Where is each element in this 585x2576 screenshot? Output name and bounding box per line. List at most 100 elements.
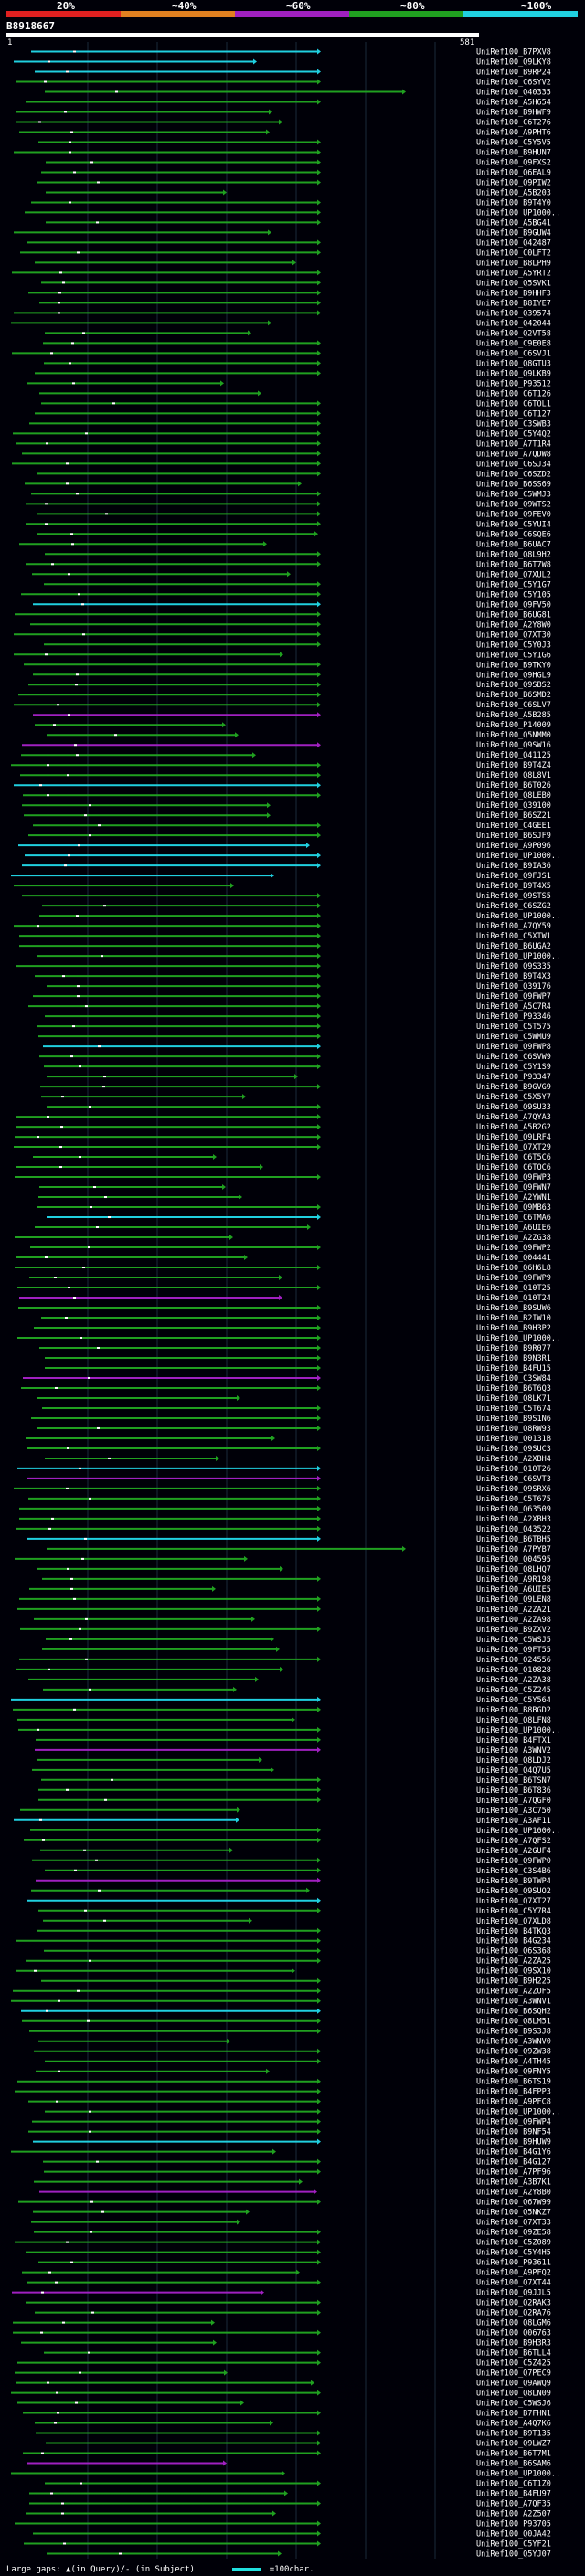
hit-label[interactable]: UniRef100_B9R077 (476, 1344, 551, 1353)
hit-label[interactable]: UniRef100_A5C7R4 (476, 1002, 551, 1012)
hit-label[interactable]: UniRef100_B4FU15 (476, 1364, 551, 1373)
hit-label[interactable]: UniRef100_A2ZA98 (476, 1616, 551, 1625)
hit-label[interactable]: UniRef100_C5WMJ3 (476, 490, 551, 499)
hit-label[interactable]: UniRef100_Q9LKB9 (476, 369, 551, 378)
hit-label[interactable]: UniRef100_C5X5Y7 (476, 1093, 551, 1102)
hit-label[interactable]: UniRef100_B9N3R1 (476, 1354, 551, 1363)
hit-label[interactable]: UniRef100_B6T026 (476, 781, 551, 790)
hit-label[interactable]: UniRef100_Q9FNY5 (476, 2068, 551, 2077)
hit-label[interactable]: UniRef100_C6TOC6 (476, 1163, 551, 1172)
hit-label[interactable]: UniRef100_C6SVW9 (476, 1053, 551, 1062)
hit-label[interactable]: UniRef100_Q8LM51 (476, 2018, 551, 2027)
hit-label[interactable]: UniRef100_P93611 (476, 2259, 551, 2268)
hit-label[interactable]: UniRef100_Q5SVK1 (476, 279, 551, 288)
hit-label[interactable]: UniRef100_Q10T24 (476, 1294, 551, 1303)
hit-label[interactable]: UniRef100_C5Z089 (476, 2239, 551, 2248)
hit-label[interactable]: UniRef100_Q9ZW38 (476, 2048, 551, 2057)
hit-label[interactable]: UniRef100_A2ZA25 (476, 1957, 551, 1966)
hit-label[interactable]: UniRef100_C0LFT2 (476, 249, 551, 258)
hit-label[interactable]: UniRef100_A9PHT6 (476, 128, 551, 137)
hit-label[interactable]: UniRef100_A4Q7K6 (476, 2420, 551, 2429)
hit-label[interactable]: UniRef100_C5WMU9 (476, 1033, 551, 1042)
hit-label[interactable]: UniRef100_B8LPH9 (476, 259, 551, 268)
hit-label[interactable]: UniRef100_B9TWP4 (476, 1877, 551, 1886)
hit-label[interactable]: UniRef100_Q8LFN8 (476, 1716, 551, 1725)
hit-label[interactable]: UniRef100_B9HUN7 (476, 148, 551, 157)
hit-label[interactable]: UniRef100_Q10828 (476, 1666, 551, 1675)
hit-label[interactable]: UniRef100_A9PFC8 (476, 2098, 551, 2107)
hit-label[interactable]: UniRef100_Q9MB63 (476, 1203, 551, 1213)
hit-label[interactable]: UniRef100_Q9PIW2 (476, 178, 551, 187)
hit-label[interactable]: UniRef100_B4FTX1 (476, 1736, 551, 1745)
hit-label[interactable]: UniRef100_B4G234 (476, 1937, 551, 1946)
hit-label[interactable]: UniRef100_A5H654 (476, 98, 551, 107)
hit-label[interactable]: UniRef100_B9S1N6 (476, 1415, 551, 1424)
hit-label[interactable]: UniRef100_C6T276 (476, 118, 551, 127)
hit-label[interactable]: UniRef100_C6T5C6 (476, 1153, 551, 1162)
hit-label[interactable]: UniRef100_Q9SUC3 (476, 1445, 551, 1454)
hit-label[interactable]: UniRef100_Q5YJ07 (476, 2550, 551, 2560)
hit-label[interactable]: UniRef100_B9HHF3 (476, 289, 551, 298)
hit-label[interactable]: UniRef100_Q9JJL5 (476, 2289, 551, 2298)
hit-label[interactable]: UniRef100_Q63509 (476, 1505, 551, 1514)
hit-label[interactable]: UniRef100_C6SQE6 (476, 530, 551, 539)
hit-label[interactable]: UniRef100_A2ZA38 (476, 1676, 551, 1685)
hit-label[interactable]: UniRef100_C5Y564 (476, 1696, 551, 1705)
hit-label[interactable]: UniRef100_Q9STS5 (476, 892, 551, 901)
hit-label[interactable]: UniRef100_A7T1R4 (476, 440, 551, 449)
hit-label[interactable]: UniRef100_Q6S368 (476, 1947, 551, 1956)
hit-label[interactable]: UniRef100_Q04595 (476, 1555, 551, 1564)
hit-label[interactable]: UniRef100_Q8LN09 (476, 2390, 551, 2399)
hit-label[interactable]: UniRef100_Q40335 (476, 88, 551, 97)
hit-label[interactable]: UniRef100_C5Z425 (476, 2359, 551, 2369)
hit-label[interactable]: UniRef100_UP1000.. (476, 2108, 560, 2117)
hit-label[interactable]: UniRef100_C5Y5V5 (476, 138, 551, 147)
hit-label[interactable]: UniRef100_Q9FWP9 (476, 1274, 551, 1283)
hit-label[interactable]: UniRef100_C5Y4Q2 (476, 429, 551, 439)
hit-label[interactable]: UniRef100_C5T675 (476, 1495, 551, 1504)
hit-label[interactable]: UniRef100_Q9SU33 (476, 1103, 551, 1112)
hit-label[interactable]: UniRef100_B9HWF9 (476, 108, 551, 117)
hit-label[interactable]: UniRef100_B9H3R3 (476, 2339, 551, 2348)
hit-label[interactable]: UniRef100_A5B285 (476, 711, 551, 720)
hit-label[interactable]: UniRef100_Q7XT33 (476, 2219, 551, 2228)
hit-label[interactable]: UniRef100_A7QGF0 (476, 1797, 551, 1806)
hit-label[interactable]: UniRef100_Q5NMM0 (476, 731, 551, 740)
hit-label[interactable]: UniRef100_Q0131B (476, 1435, 551, 1444)
hit-label[interactable]: UniRef100_B4TKQ3 (476, 1927, 551, 1936)
hit-label[interactable]: UniRef100_C5Y7R4 (476, 1907, 551, 1916)
hit-label[interactable]: UniRef100_C5YF21 (476, 2540, 551, 2549)
hit-label[interactable]: UniRef100_A6UIE5 (476, 1585, 551, 1595)
hit-label[interactable]: UniRef100_Q9FWP3 (476, 1173, 551, 1182)
hit-label[interactable]: UniRef100_Q9AWQ9 (476, 2380, 551, 2389)
hit-label[interactable]: UniRef100_Q39574 (476, 309, 551, 318)
hit-label[interactable]: UniRef100_Q9HGL9 (476, 671, 551, 680)
hit-label[interactable]: UniRef100_B6SJF9 (476, 832, 551, 841)
hit-label[interactable]: UniRef100_P14009 (476, 721, 551, 730)
hit-label[interactable]: UniRef100_C6SLV7 (476, 701, 551, 710)
hit-label[interactable]: UniRef100_B2IW10 (476, 1314, 551, 1323)
hit-label[interactable]: UniRef100_B9HUW9 (476, 2138, 551, 2147)
hit-label[interactable]: UniRef100_Q42487 (476, 239, 551, 248)
hit-label[interactable]: UniRef100_Q67W99 (476, 2199, 551, 2208)
hit-label[interactable]: UniRef100_B9H225 (476, 1977, 551, 1987)
hit-label[interactable]: UniRef100_Q39100 (476, 801, 551, 811)
hit-label[interactable]: UniRef100_B6TBH5 (476, 1535, 551, 1544)
hit-label[interactable]: UniRef100_B6TS19 (476, 2078, 551, 2087)
hit-label[interactable]: UniRef100_Q8L8V1 (476, 771, 551, 780)
hit-label[interactable]: UniRef100_A5B2G2 (476, 1123, 551, 1132)
hit-label[interactable]: UniRef100_Q9ZE58 (476, 2229, 551, 2238)
hit-label[interactable]: UniRef100_UP1000.. (476, 852, 560, 861)
hit-label[interactable]: UniRef100_C5WSJ6 (476, 2400, 551, 2409)
hit-label[interactable]: UniRef100_Q4Q7U5 (476, 1766, 551, 1776)
hit-label[interactable]: UniRef100_Q8GTU3 (476, 359, 551, 368)
hit-label[interactable]: UniRef100_B6T7M1 (476, 2450, 551, 2459)
hit-label[interactable]: UniRef100_Q5NKZ7 (476, 2209, 551, 2218)
hit-label[interactable]: UniRef100_Q06763 (476, 2329, 551, 2338)
hit-label[interactable]: UniRef100_C3SWB3 (476, 419, 551, 429)
hit-label[interactable]: UniRef100_UP1000.. (476, 208, 560, 217)
hit-label[interactable]: UniRef100_A2YWN1 (476, 1193, 551, 1203)
hit-label[interactable]: UniRef100_Q7XUL2 (476, 570, 551, 579)
hit-label[interactable]: UniRef100_Q9FWP2 (476, 1244, 551, 1253)
hit-label[interactable]: UniRef100_B9T4Z4 (476, 761, 551, 770)
